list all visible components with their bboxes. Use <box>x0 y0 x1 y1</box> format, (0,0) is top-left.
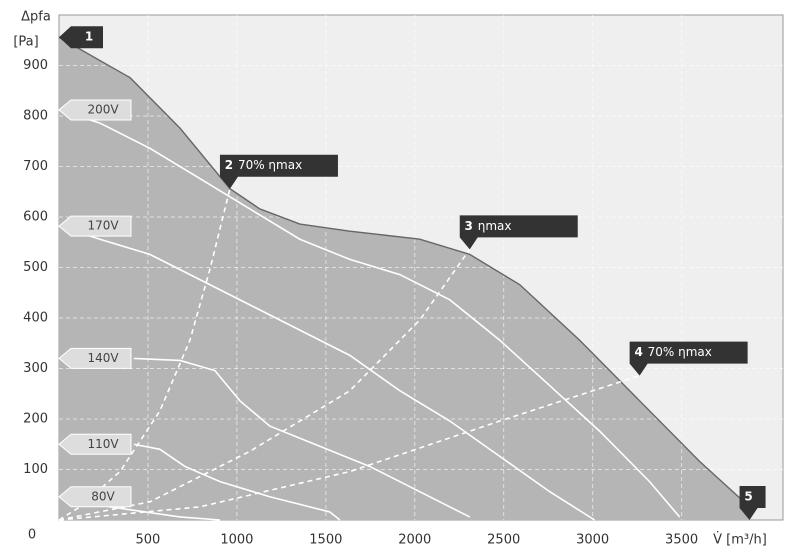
tag-shape <box>58 99 132 121</box>
voltage-line <box>58 109 681 518</box>
tag-shape <box>58 347 132 369</box>
legend-label: 200V <box>87 102 119 116</box>
y-tick-label: 900 <box>23 58 48 73</box>
legend-label: 140V <box>87 351 119 365</box>
annotation: 4 70% ηmax <box>629 341 748 376</box>
badge-shape <box>59 26 103 49</box>
plot-area <box>58 14 784 521</box>
badge-shape <box>739 486 766 520</box>
annotation: 3 ηmax <box>459 215 578 250</box>
voltage-line <box>133 357 471 518</box>
annotation: 5 <box>739 486 766 520</box>
y-tick-label: 700 <box>23 159 48 174</box>
annotation: 1 <box>59 26 103 49</box>
badge-text: 70% ηmax <box>648 345 712 359</box>
efficiency-line <box>58 374 640 521</box>
badge-shape <box>629 341 748 376</box>
y-tick-label: 0 <box>28 528 36 543</box>
series-tag: 110V <box>58 433 132 455</box>
y-tick-label: 500 <box>23 260 48 275</box>
badge-number: 3 <box>465 219 473 233</box>
tag-shape <box>58 433 132 455</box>
legend-label: 170V <box>87 219 119 233</box>
efficiency-line <box>58 248 471 521</box>
y-tick-label: 600 <box>23 210 48 225</box>
annotation: 2 70% ηmax <box>219 154 338 189</box>
boundary-line <box>58 36 751 508</box>
series-tag: 80V <box>58 486 132 508</box>
y-tick-label: 300 <box>23 361 48 376</box>
x-tick-label: 1000 <box>220 533 253 548</box>
x-tick-label: 1500 <box>309 533 342 548</box>
badge-number: 5 <box>744 490 752 504</box>
grid <box>59 15 783 520</box>
y-axis-unit: [Pa] <box>13 35 38 50</box>
x-tick-label: 2000 <box>398 533 431 548</box>
badge-shape <box>459 215 578 250</box>
badge-shape <box>219 154 338 189</box>
voltage-line <box>133 443 341 521</box>
badge-text: ηmax <box>478 219 512 233</box>
tag-shape <box>58 486 132 508</box>
series-tag: 200V <box>58 99 132 121</box>
tag-shape <box>58 215 132 237</box>
y-axis-label: Δpfa <box>21 10 51 25</box>
voltage-line <box>58 225 596 521</box>
y-tick-label: 100 <box>23 462 48 477</box>
x-axis-label: V̇ [m³/h] <box>713 532 767 547</box>
x-tick-label: 3500 <box>665 533 698 548</box>
y-tick-label: 400 <box>23 311 48 326</box>
efficiency-line <box>58 188 231 521</box>
x-tick-label: 2500 <box>487 533 520 548</box>
badge-number: 4 <box>634 345 642 359</box>
y-tick-label: 200 <box>23 412 48 427</box>
x-tick-label: 3000 <box>576 533 609 548</box>
y-tick-label: 800 <box>23 109 48 124</box>
badge-number: 2 <box>225 158 233 172</box>
series-tag: 140V <box>58 347 132 369</box>
legend-label: 110V <box>87 437 119 451</box>
x-tick-label: 500 <box>136 533 161 548</box>
badge-number: 1 <box>85 30 93 44</box>
legend-label: 80V <box>91 489 115 503</box>
area <box>59 37 750 520</box>
badge-text: 70% ηmax <box>238 158 302 172</box>
series-tag: 170V <box>58 215 132 237</box>
